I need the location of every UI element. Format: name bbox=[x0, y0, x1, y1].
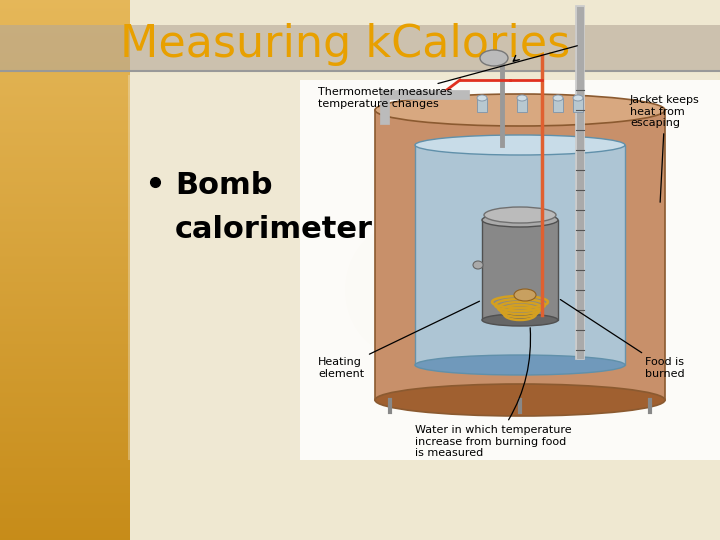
Ellipse shape bbox=[480, 50, 508, 66]
Bar bbox=[375, 110, 665, 400]
Ellipse shape bbox=[438, 248, 501, 292]
Bar bbox=[128, 75, 718, 460]
Ellipse shape bbox=[415, 135, 625, 155]
Ellipse shape bbox=[573, 95, 583, 101]
Ellipse shape bbox=[345, 225, 455, 355]
Ellipse shape bbox=[514, 289, 536, 301]
Bar bbox=[300, 80, 720, 460]
Ellipse shape bbox=[517, 95, 527, 101]
Bar bbox=[0, 25, 720, 70]
Ellipse shape bbox=[482, 314, 558, 326]
Text: calorimeter: calorimeter bbox=[175, 215, 373, 245]
Bar bbox=[415, 145, 625, 365]
Ellipse shape bbox=[415, 355, 625, 375]
Text: Water in which temperature
increase from burning food
is measured: Water in which temperature increase from… bbox=[415, 328, 572, 458]
Text: Food is
burned: Food is burned bbox=[560, 300, 685, 379]
Bar bbox=[553, 98, 563, 112]
Text: Bomb: Bomb bbox=[175, 171, 272, 199]
Ellipse shape bbox=[553, 95, 563, 101]
Ellipse shape bbox=[484, 207, 556, 223]
Bar bbox=[482, 220, 558, 320]
Ellipse shape bbox=[375, 94, 665, 126]
Ellipse shape bbox=[370, 135, 450, 225]
Bar bbox=[477, 98, 487, 112]
Bar bbox=[517, 98, 527, 112]
Text: Heating
element: Heating element bbox=[318, 301, 480, 379]
Text: Jacket keeps
heat from
escaping: Jacket keeps heat from escaping bbox=[630, 95, 700, 202]
Bar bbox=[573, 98, 583, 112]
Ellipse shape bbox=[375, 384, 665, 416]
Ellipse shape bbox=[482, 213, 558, 227]
Text: Measuring kCalories: Measuring kCalories bbox=[120, 24, 570, 66]
Ellipse shape bbox=[477, 95, 487, 101]
Text: Thermometer measures
temperature changes: Thermometer measures temperature changes bbox=[318, 46, 577, 109]
Ellipse shape bbox=[473, 261, 483, 269]
